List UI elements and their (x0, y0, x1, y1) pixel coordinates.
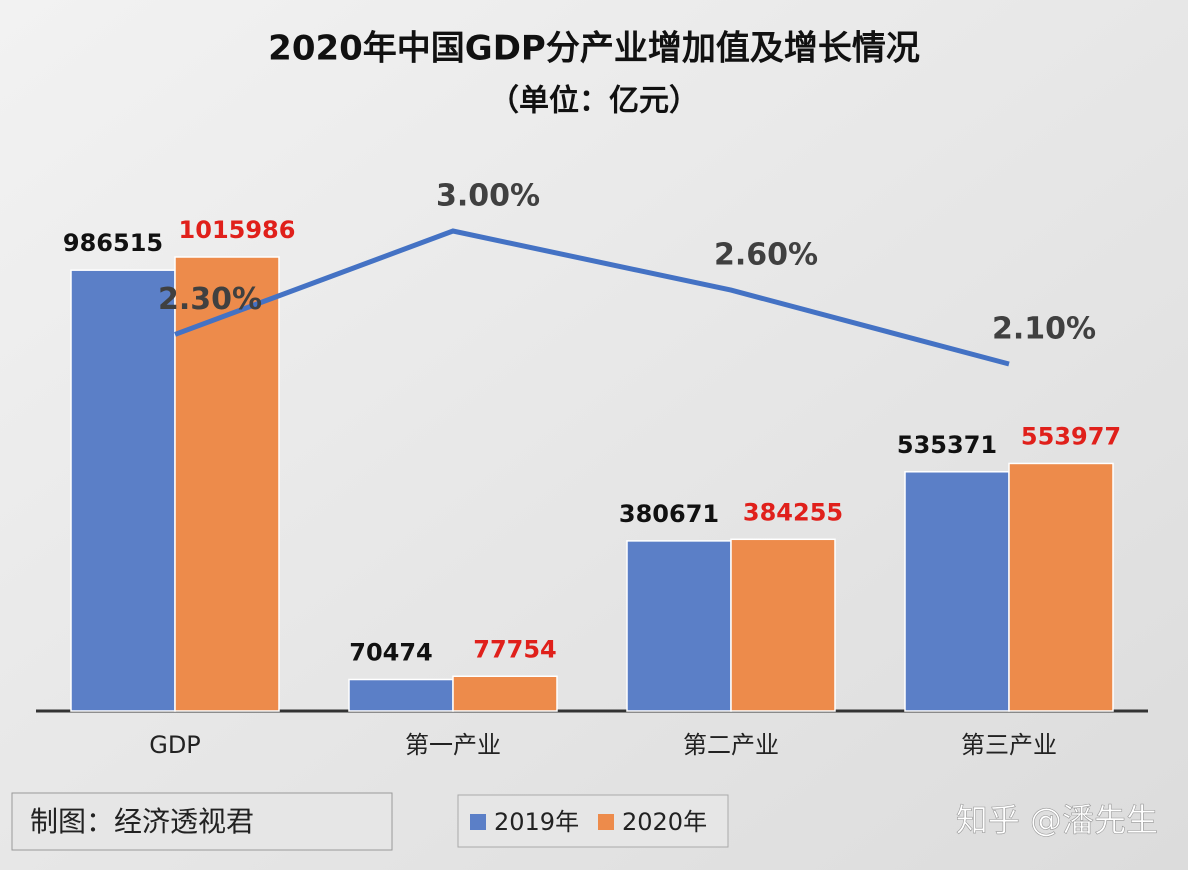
watermark: 知乎 @潘先生 (956, 801, 1158, 839)
bar-label: 77754 (473, 635, 557, 663)
bar-label: 380671 (619, 500, 719, 528)
bar (730, 538, 836, 712)
chart-subtitle: （单位：亿元） (489, 84, 699, 119)
growth-line (174, 228, 1010, 367)
legend-label: 2020年 (622, 808, 707, 836)
bar-label: 384255 (743, 498, 843, 526)
line-label: 2.60% (714, 238, 818, 273)
x-tick-label: 第三产业 (961, 731, 1057, 759)
chart-title: 2020年中国GDP分产业增加值及增长情况 (268, 29, 920, 69)
x-tick-label: 第一产业 (405, 731, 501, 759)
bar-label: 986515 (63, 229, 163, 257)
legend-label: 2019年 (494, 808, 579, 836)
bar (904, 471, 1010, 712)
credit-box (11, 792, 393, 851)
legend-swatch (598, 814, 614, 830)
bar-label: 1015986 (179, 216, 296, 244)
bar (174, 256, 280, 712)
bar (70, 269, 176, 712)
legend-swatch (470, 814, 486, 830)
bar (626, 540, 732, 712)
legend-box (457, 794, 729, 848)
bar (1008, 462, 1114, 712)
bar-label: 70474 (349, 639, 433, 667)
bar-label: 553977 (1021, 422, 1121, 450)
bar-label: 535371 (897, 431, 997, 459)
x-tick-label: GDP (149, 731, 201, 759)
credit: 制图：经济透视君 (30, 805, 254, 838)
x-tick-label: 第二产业 (683, 731, 779, 759)
bar (452, 675, 558, 712)
line-label: 2.30% (158, 282, 262, 317)
line-label: 3.00% (436, 179, 540, 214)
line-label: 2.10% (992, 312, 1096, 347)
bar (348, 678, 454, 712)
